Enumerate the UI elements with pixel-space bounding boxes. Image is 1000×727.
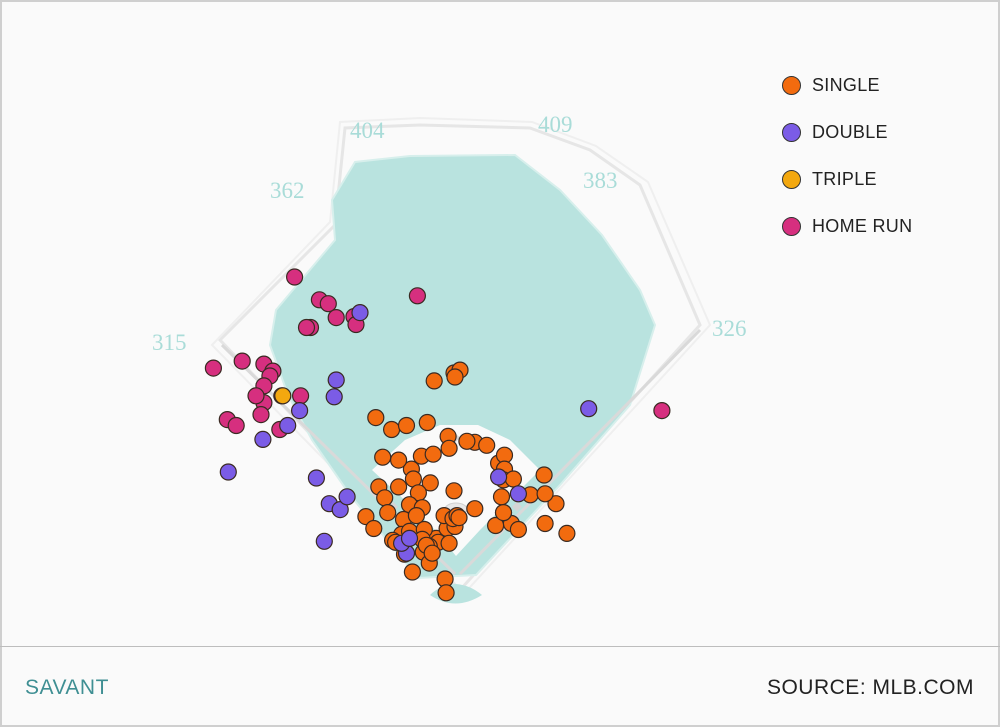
point-home-run-22: [252, 406, 270, 424]
point-single-68: [535, 466, 553, 484]
point-single-25: [365, 519, 383, 538]
point-single-24: [357, 507, 375, 526]
distance-label-right-line: 326: [712, 316, 747, 341]
distance-label-left-line: 315: [152, 330, 187, 355]
legend-swatch-home-run: [782, 217, 801, 236]
legend-item-single: SINGLE: [782, 74, 912, 97]
distance-label-left-center: 362: [270, 178, 305, 203]
point-single-72: [494, 503, 513, 522]
point-single-48: [440, 534, 458, 552]
point-home-run-1: [286, 268, 304, 286]
source-label: SOURCE: MLB.COM: [766, 676, 974, 699]
point-double-5: [279, 416, 297, 435]
legend-label-single: SINGLE: [812, 75, 880, 95]
point-single-0: [425, 372, 443, 390]
point-single-6: [397, 416, 416, 435]
point-home-run-17: [292, 387, 310, 405]
point-single-14: [390, 478, 408, 496]
point-double-3: [219, 463, 237, 481]
point-double-14: [509, 485, 528, 503]
point-double-1: [327, 371, 345, 389]
point-home-run-9: [204, 359, 222, 377]
point-single-9: [418, 413, 436, 432]
point-home-run-21: [227, 416, 245, 435]
distance-label-center: 409: [538, 112, 573, 137]
point-double-4: [254, 430, 272, 448]
point-single-59: [558, 524, 576, 543]
point-single-74: [445, 482, 463, 500]
point-single-69: [536, 485, 554, 503]
point-double-13: [315, 532, 333, 550]
point-home-run-3: [319, 295, 337, 313]
point-double-15: [490, 468, 508, 486]
point-single-52: [423, 544, 441, 562]
point-single-70: [487, 516, 505, 535]
legend-label-double: DOUBLE: [812, 122, 888, 142]
point-single-65: [504, 470, 523, 488]
point-single-5: [383, 420, 401, 439]
legend-item-home-run: HOME RUN: [782, 215, 912, 238]
right-foul-line: [458, 328, 702, 576]
point-single-73: [466, 500, 484, 518]
footer-divider: [0, 646, 1000, 647]
point-single-22: [379, 503, 397, 522]
point-single-44: [403, 563, 421, 581]
point-single-61: [458, 432, 476, 450]
point-home-run-8: [297, 318, 316, 337]
legend-swatch-triple: [782, 170, 801, 189]
point-single-71: [509, 520, 528, 539]
legend-label-triple: TRIPLE: [812, 169, 877, 189]
point-single-54: [478, 436, 496, 454]
point-triple-0: [274, 387, 292, 405]
point-single-11: [390, 451, 408, 469]
point-home-run-10: [233, 352, 251, 370]
point-double-7: [307, 469, 325, 487]
point-home-run-0: [408, 287, 426, 305]
distance-label-center-left: 404: [350, 118, 385, 143]
point-single-4: [367, 409, 385, 427]
point-single-20: [440, 439, 458, 457]
point-double-2: [325, 388, 343, 406]
point-single-10: [374, 448, 392, 466]
point-double-16: [580, 400, 598, 418]
point-double-12: [338, 488, 356, 506]
chart-legend: SINGLE DOUBLE TRIPLE HOME RUN: [782, 74, 912, 238]
point-single-15: [421, 474, 439, 492]
point-home-run-19: [653, 402, 671, 420]
point-double-17: [400, 529, 419, 548]
legend-label-home-run: HOME RUN: [812, 216, 913, 236]
point-single-35: [407, 506, 425, 525]
point-single-46: [437, 584, 455, 602]
legend-swatch-single: [782, 76, 801, 95]
brand-label: SAVANT: [25, 676, 109, 699]
legend-item-triple: TRIPLE: [782, 168, 912, 191]
point-single-18: [376, 489, 394, 507]
distance-label-right-center: 383: [583, 168, 618, 193]
point-single-67: [492, 488, 511, 506]
legend-swatch-double: [782, 123, 801, 142]
point-single-58: [547, 495, 565, 513]
point-single-51: [450, 508, 468, 527]
point-single-3: [446, 368, 464, 386]
point-home-run-4: [327, 309, 345, 327]
legend-item-double: DOUBLE: [782, 121, 912, 144]
point-single-19: [424, 445, 442, 463]
point-single-60: [536, 514, 554, 533]
point-double-0: [351, 304, 369, 322]
first-base: [512, 501, 522, 512]
point-double-6: [291, 402, 309, 420]
point-home-run-18: [247, 387, 265, 405]
